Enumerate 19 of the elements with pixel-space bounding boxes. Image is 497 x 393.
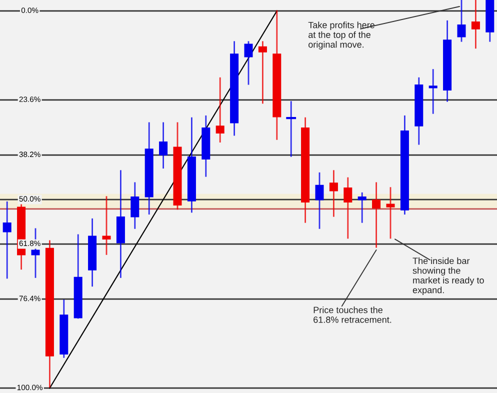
candlestick (286, 101, 296, 157)
annotation: The inside bar showing the market is ready to expand. (412, 257, 484, 296)
candlestick (428, 69, 438, 114)
candlestick (329, 170, 338, 217)
candlestick (102, 196, 111, 255)
candlestick (344, 177, 352, 239)
candlestick (159, 122, 168, 169)
candlestick (386, 187, 395, 239)
candlestick (457, 0, 466, 42)
candlestick (2, 201, 12, 279)
candlestick (315, 172, 324, 229)
annotation: Price touches the 61.8% retracement. (314, 306, 392, 323)
candlestick (244, 41, 253, 85)
candlestick (471, 0, 480, 49)
candlestick (358, 192, 366, 223)
candlestick (216, 77, 224, 143)
candlestick (258, 41, 267, 104)
candlestick (130, 182, 140, 229)
candlestick (372, 182, 381, 248)
